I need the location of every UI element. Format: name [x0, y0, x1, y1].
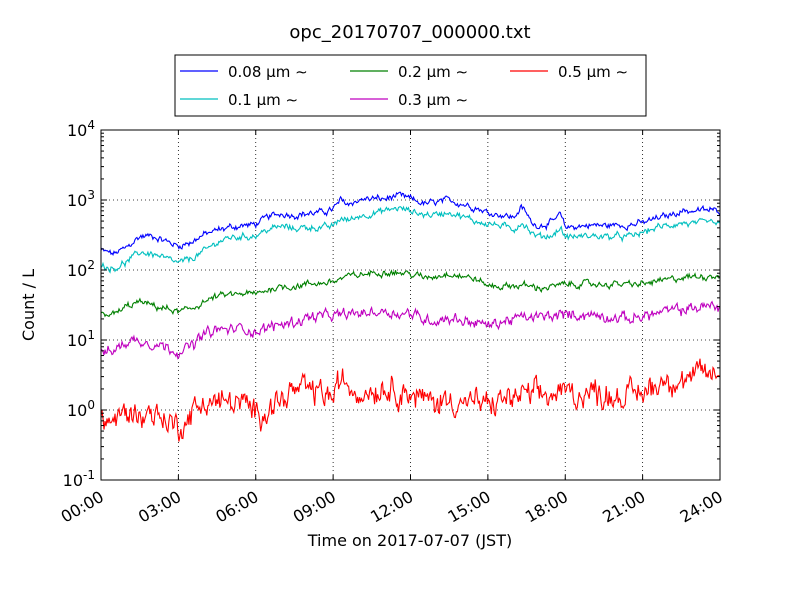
- chart-title: opc_20170707_000000.txt: [289, 22, 530, 43]
- y-tick-exponent: 0: [87, 398, 95, 412]
- y-tick-base: 10: [63, 471, 83, 490]
- y-tick-base: 10: [67, 331, 87, 350]
- y-tick-exponent: 1: [87, 328, 95, 342]
- series-line: [100, 358, 721, 442]
- y-tick-base: 10: [67, 261, 87, 280]
- y-axis-title: Count / L: [19, 269, 38, 341]
- y-tick-label: 104: [67, 118, 95, 140]
- legend-box: [174, 54, 647, 117]
- legend-label: 0.2 μm ∼: [398, 63, 468, 81]
- y-tick-base: 10: [67, 401, 87, 420]
- y-tick-exponent: 3: [87, 188, 95, 202]
- y-tick-exponent: 2: [87, 258, 95, 272]
- series-line: [100, 300, 721, 360]
- y-tick-exponent: -1: [83, 468, 95, 482]
- legend-label: 0.3 μm ∼: [398, 91, 468, 109]
- legend-label: 0.08 μm ∼: [228, 63, 308, 81]
- series-line: [100, 269, 721, 318]
- series-group: [100, 191, 721, 442]
- series-line: [100, 191, 721, 256]
- y-tick-exponent: 4: [87, 118, 95, 132]
- ticks: [100, 129, 721, 481]
- legend-label: 0.1 μm ∼: [228, 91, 298, 109]
- y-tick-label: 102: [67, 258, 95, 280]
- y-tick-label: 10-1: [63, 468, 95, 490]
- y-tick-base: 10: [67, 121, 87, 140]
- y-tick-label: 103: [67, 188, 95, 210]
- y-tick-base: 10: [67, 191, 87, 210]
- legend-label: 0.5 μm ∼: [558, 63, 628, 81]
- y-tick-label: 101: [67, 328, 95, 350]
- y-tick-label: 100: [67, 398, 95, 420]
- x-axis-title: Time on 2017-07-07 (JST): [307, 531, 512, 550]
- legend: 0.08 μm ∼ 0.1 μm ∼ 0.2 μm ∼ 0.3 μm ∼ 0.5 μm …: [174, 54, 647, 117]
- series-line: [100, 205, 721, 274]
